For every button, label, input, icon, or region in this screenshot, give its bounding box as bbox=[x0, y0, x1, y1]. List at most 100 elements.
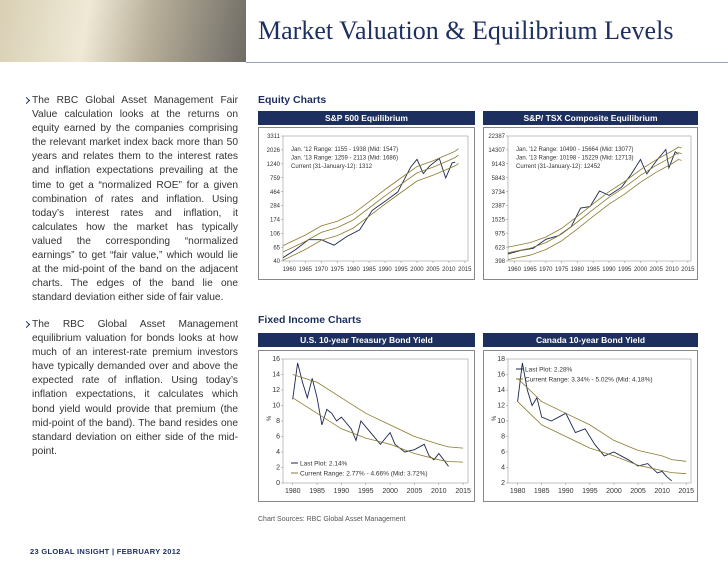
y-tick-label: 22387 bbox=[488, 134, 505, 140]
x-tick-label: 1995 bbox=[358, 488, 374, 495]
x-tick-label: 1985 bbox=[534, 488, 550, 495]
legend-label: Last Plot: 2.28% bbox=[525, 366, 573, 373]
x-tick-label: 2015 bbox=[678, 488, 694, 495]
y-tick-label: 9143 bbox=[492, 162, 506, 168]
x-tick-label: 2015 bbox=[455, 488, 471, 495]
header-image bbox=[0, 0, 246, 62]
x-tick-label: 1970 bbox=[315, 267, 329, 273]
y-tick-label: 3734 bbox=[492, 190, 506, 196]
chart-box: 2 4 6 8 10 12 14 16 18 1980 1985 1990 1995 2000 2005 20… bbox=[483, 350, 698, 502]
x-tick-label: 2010 bbox=[665, 267, 679, 273]
series-line bbox=[282, 157, 456, 259]
chart-title: S&P/ TSX Composite Equilibrium bbox=[483, 111, 698, 125]
y-tick-label: 6 bbox=[501, 449, 505, 456]
chart: 398 623 975 1525 2387 3734 5843 9143 14307 22387 1… bbox=[488, 134, 695, 273]
series-line bbox=[507, 152, 682, 254]
series-line bbox=[282, 148, 459, 246]
x-tick-label: 2005 bbox=[650, 267, 664, 273]
x-tick-label: 1960 bbox=[508, 267, 522, 273]
x-tick-label: 2010 bbox=[654, 488, 670, 495]
y-tick-label: 398 bbox=[495, 259, 506, 265]
y-tick-label: 12 bbox=[497, 403, 505, 410]
y-tick-label: 40 bbox=[273, 259, 280, 265]
x-tick-label: 1985 bbox=[309, 488, 325, 495]
legend-label: Last Plot: 2.14% bbox=[300, 460, 348, 467]
x-tick-label: 1965 bbox=[523, 267, 537, 273]
chart-title: Canada 10-year Bond Yield bbox=[483, 333, 698, 347]
chart-title: S&P 500 Equilibrium bbox=[258, 111, 475, 125]
annotation: Jan. '12 Range: 10490 - 15664 (Mid: 1307… bbox=[516, 147, 634, 153]
x-tick-label: 2005 bbox=[407, 488, 423, 495]
x-tick-label: 1965 bbox=[299, 267, 313, 273]
chart-box: 40 65 106 174 284 464 759 1240 2026 3311 1960 1965 1… bbox=[258, 127, 475, 280]
y-tick-label: 1240 bbox=[267, 162, 281, 168]
x-tick-label: 1975 bbox=[555, 267, 569, 273]
y-tick-label: 16 bbox=[497, 372, 505, 379]
y-tick-label: 1525 bbox=[492, 218, 506, 224]
annotation: Current (31-January-12): 12452 bbox=[516, 164, 601, 170]
x-tick-label: 2000 bbox=[634, 267, 648, 273]
y-tick-label: 16 bbox=[272, 356, 280, 363]
rule bbox=[246, 62, 728, 63]
y-tick-label: 4 bbox=[501, 465, 505, 472]
chart-title: U.S. 10-year Treasury Bond Yield bbox=[258, 333, 475, 347]
plot-frame bbox=[507, 135, 692, 262]
y-tick-label: 174 bbox=[270, 218, 281, 224]
x-tick-label: 1990 bbox=[334, 488, 350, 495]
series-line bbox=[507, 159, 682, 260]
y-tick-label: 2 bbox=[276, 465, 280, 472]
x-tick-label: 1960 bbox=[283, 267, 297, 273]
x-tick-label: 1995 bbox=[618, 267, 632, 273]
y-tick-label: 284 bbox=[270, 204, 281, 210]
x-tick-label: 1980 bbox=[571, 267, 585, 273]
paragraph-block: The RBC Global Asset Management equilibr… bbox=[22, 318, 238, 459]
y-tick-label: 10 bbox=[497, 418, 505, 425]
y-axis-label: % bbox=[492, 415, 498, 421]
y-tick-label: 464 bbox=[270, 190, 281, 196]
y-tick-label: 12 bbox=[272, 387, 280, 394]
paragraph-block: The RBC Global Asset Management Fair Val… bbox=[22, 94, 238, 305]
series-line bbox=[292, 362, 449, 467]
y-tick-label: 5843 bbox=[492, 176, 506, 182]
legend-label: Current Range: 3.34% - 5.02% (Mid: 4.18%… bbox=[525, 376, 653, 383]
series-line bbox=[507, 146, 682, 248]
x-tick-label: 1995 bbox=[582, 488, 598, 495]
y-tick-label: 14 bbox=[497, 387, 505, 394]
y-tick-label: 3311 bbox=[267, 134, 281, 140]
legend-label: Current Range: 2.77% - 4.66% (Mid: 3.72%… bbox=[300, 470, 428, 477]
paragraph: The RBC Global Asset Management Fair Val… bbox=[32, 95, 238, 304]
series-line bbox=[517, 401, 687, 475]
x-tick-label: 1990 bbox=[558, 488, 574, 495]
series-line bbox=[282, 163, 459, 261]
series-line bbox=[282, 154, 459, 253]
y-tick-label: 18 bbox=[497, 356, 505, 363]
y-tick-label: 106 bbox=[270, 232, 281, 238]
x-tick-label: 1980 bbox=[285, 488, 301, 495]
annotation: Current (31-January-12): 1312 bbox=[291, 164, 373, 170]
y-tick-label: 6 bbox=[276, 434, 280, 441]
series-line bbox=[507, 148, 679, 255]
x-tick-label: 1985 bbox=[587, 267, 601, 273]
annotation: Jan. '12 Range: 1155 - 1938 (Mid: 1547) bbox=[291, 147, 398, 153]
series-line bbox=[517, 378, 687, 462]
y-tick-label: 14 bbox=[272, 372, 280, 379]
y-tick-label: 2 bbox=[501, 480, 505, 487]
y-tick-label: 2026 bbox=[267, 148, 281, 154]
chart-box: 0 2 4 6 8 10 12 14 16 1980 1985 1990 1995 2000 2005 201… bbox=[258, 350, 475, 502]
footer: 23 GLOBAL INSIGHT | FEBRUARY 2012 bbox=[30, 547, 181, 556]
annotation: Jan. '13 Range: 1259 - 2113 (Mid: 1686) bbox=[291, 156, 398, 162]
annotation: Jan. '13 Range: 10198 - 15229 (Mid: 1271… bbox=[516, 156, 634, 162]
chart: 2 4 6 8 10 12 14 16 18 1980 1985 1990 1995 2000 2005 20… bbox=[492, 356, 694, 495]
x-tick-label: 2000 bbox=[382, 488, 398, 495]
source-note: Chart Sources: RBC Global Asset Manageme… bbox=[258, 516, 406, 523]
y-tick-label: 8 bbox=[501, 434, 505, 441]
x-tick-label: 1995 bbox=[394, 267, 408, 273]
series-line bbox=[517, 362, 672, 482]
x-tick-label: 1990 bbox=[378, 267, 392, 273]
y-tick-label: 0 bbox=[276, 480, 280, 487]
y-tick-label: 4 bbox=[276, 449, 280, 456]
x-tick-label: 2010 bbox=[442, 267, 456, 273]
x-tick-label: 2000 bbox=[606, 488, 622, 495]
